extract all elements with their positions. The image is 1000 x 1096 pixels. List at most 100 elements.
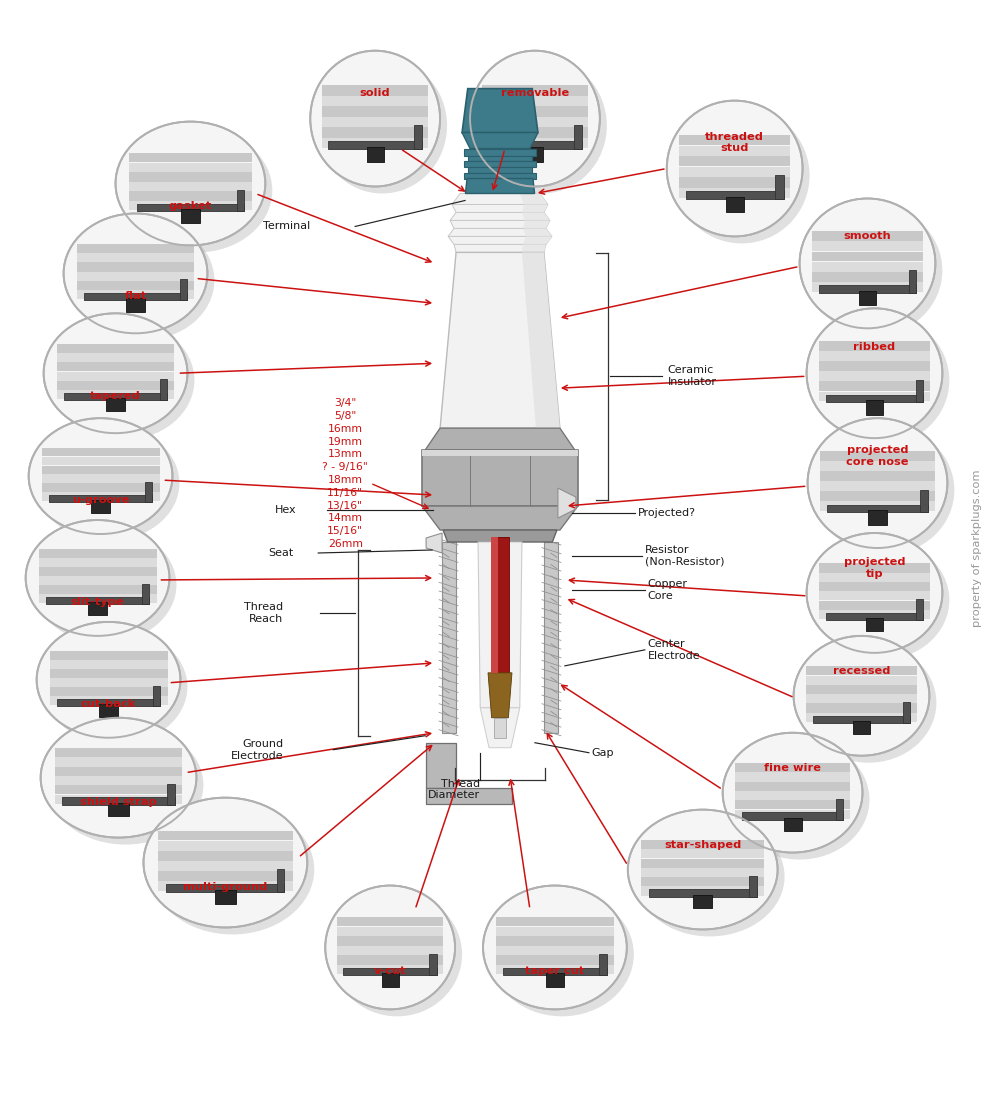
Ellipse shape — [800, 198, 935, 329]
Polygon shape — [488, 141, 582, 149]
FancyBboxPatch shape — [77, 243, 194, 253]
FancyBboxPatch shape — [679, 146, 790, 156]
Polygon shape — [503, 968, 607, 975]
Polygon shape — [749, 876, 757, 897]
Polygon shape — [813, 716, 910, 722]
Polygon shape — [491, 537, 498, 673]
Polygon shape — [464, 149, 536, 156]
Polygon shape — [57, 699, 160, 706]
FancyBboxPatch shape — [820, 501, 935, 512]
FancyBboxPatch shape — [679, 135, 790, 146]
Ellipse shape — [814, 540, 949, 660]
Polygon shape — [465, 179, 535, 194]
FancyBboxPatch shape — [806, 675, 917, 685]
FancyBboxPatch shape — [158, 841, 293, 850]
Polygon shape — [450, 220, 550, 228]
Polygon shape — [488, 673, 512, 718]
FancyBboxPatch shape — [158, 860, 293, 870]
FancyBboxPatch shape — [337, 946, 443, 956]
FancyBboxPatch shape — [55, 776, 182, 785]
FancyBboxPatch shape — [819, 391, 930, 401]
FancyBboxPatch shape — [482, 106, 588, 116]
Polygon shape — [452, 194, 548, 205]
FancyBboxPatch shape — [819, 352, 930, 362]
Polygon shape — [237, 190, 244, 212]
FancyBboxPatch shape — [819, 573, 930, 582]
Ellipse shape — [116, 122, 265, 246]
FancyBboxPatch shape — [820, 452, 935, 461]
Ellipse shape — [64, 214, 207, 333]
FancyBboxPatch shape — [322, 127, 428, 138]
Polygon shape — [181, 209, 200, 222]
Polygon shape — [88, 602, 107, 615]
Polygon shape — [142, 584, 149, 604]
FancyBboxPatch shape — [57, 344, 174, 353]
Polygon shape — [520, 194, 548, 205]
FancyBboxPatch shape — [337, 956, 443, 964]
Polygon shape — [328, 141, 422, 149]
Polygon shape — [382, 973, 399, 986]
Ellipse shape — [48, 724, 203, 845]
Text: 3/4"
5/8"
16mm
19mm
13mm
? - 9/16"
18mm
11/16"
13/16"
14mm
15/16"
26mm: 3/4" 5/8" 16mm 19mm 13mm ? - 9/16" 18mm … — [322, 398, 368, 549]
Text: Center
Electrode: Center Electrode — [648, 639, 700, 661]
FancyBboxPatch shape — [129, 201, 252, 210]
FancyBboxPatch shape — [482, 127, 588, 138]
FancyBboxPatch shape — [55, 795, 182, 803]
Ellipse shape — [814, 316, 949, 445]
Polygon shape — [523, 220, 550, 228]
FancyBboxPatch shape — [482, 138, 588, 148]
Polygon shape — [826, 395, 923, 402]
Text: smooth: smooth — [844, 231, 891, 241]
Polygon shape — [464, 160, 536, 167]
FancyBboxPatch shape — [819, 372, 930, 381]
FancyBboxPatch shape — [55, 767, 182, 776]
FancyBboxPatch shape — [819, 381, 930, 391]
FancyBboxPatch shape — [129, 162, 252, 172]
FancyBboxPatch shape — [39, 549, 157, 558]
Ellipse shape — [123, 128, 272, 252]
Polygon shape — [422, 506, 578, 530]
Ellipse shape — [635, 817, 785, 936]
FancyBboxPatch shape — [812, 272, 923, 282]
Polygon shape — [920, 490, 928, 512]
Text: property of sparkplugs.com: property of sparkplugs.com — [972, 469, 982, 627]
Polygon shape — [903, 701, 910, 722]
FancyBboxPatch shape — [641, 877, 764, 887]
FancyBboxPatch shape — [806, 694, 917, 704]
Ellipse shape — [808, 419, 947, 548]
FancyBboxPatch shape — [337, 917, 443, 926]
Polygon shape — [784, 818, 802, 831]
Polygon shape — [527, 147, 543, 162]
FancyBboxPatch shape — [50, 670, 168, 678]
Polygon shape — [868, 511, 887, 525]
FancyBboxPatch shape — [496, 926, 614, 936]
Ellipse shape — [628, 810, 778, 929]
Text: Seat: Seat — [268, 548, 293, 558]
FancyBboxPatch shape — [42, 466, 160, 475]
FancyBboxPatch shape — [77, 281, 194, 290]
Polygon shape — [693, 894, 712, 907]
Text: slit-type: slit-type — [71, 597, 124, 607]
FancyBboxPatch shape — [641, 868, 764, 877]
Text: projected
tip: projected tip — [844, 557, 905, 579]
Polygon shape — [827, 504, 928, 512]
Polygon shape — [478, 543, 522, 708]
FancyBboxPatch shape — [57, 363, 174, 372]
Polygon shape — [522, 244, 546, 252]
FancyBboxPatch shape — [129, 153, 252, 162]
FancyBboxPatch shape — [482, 95, 588, 106]
Polygon shape — [836, 799, 843, 820]
Polygon shape — [167, 784, 175, 804]
Polygon shape — [137, 204, 244, 212]
FancyBboxPatch shape — [820, 481, 935, 491]
FancyBboxPatch shape — [322, 85, 428, 95]
Polygon shape — [853, 721, 870, 734]
Ellipse shape — [71, 220, 214, 340]
Polygon shape — [166, 884, 284, 892]
FancyBboxPatch shape — [39, 594, 157, 603]
Polygon shape — [480, 708, 520, 747]
Polygon shape — [494, 718, 506, 738]
Polygon shape — [153, 686, 160, 706]
FancyBboxPatch shape — [55, 749, 182, 757]
FancyBboxPatch shape — [50, 651, 168, 660]
